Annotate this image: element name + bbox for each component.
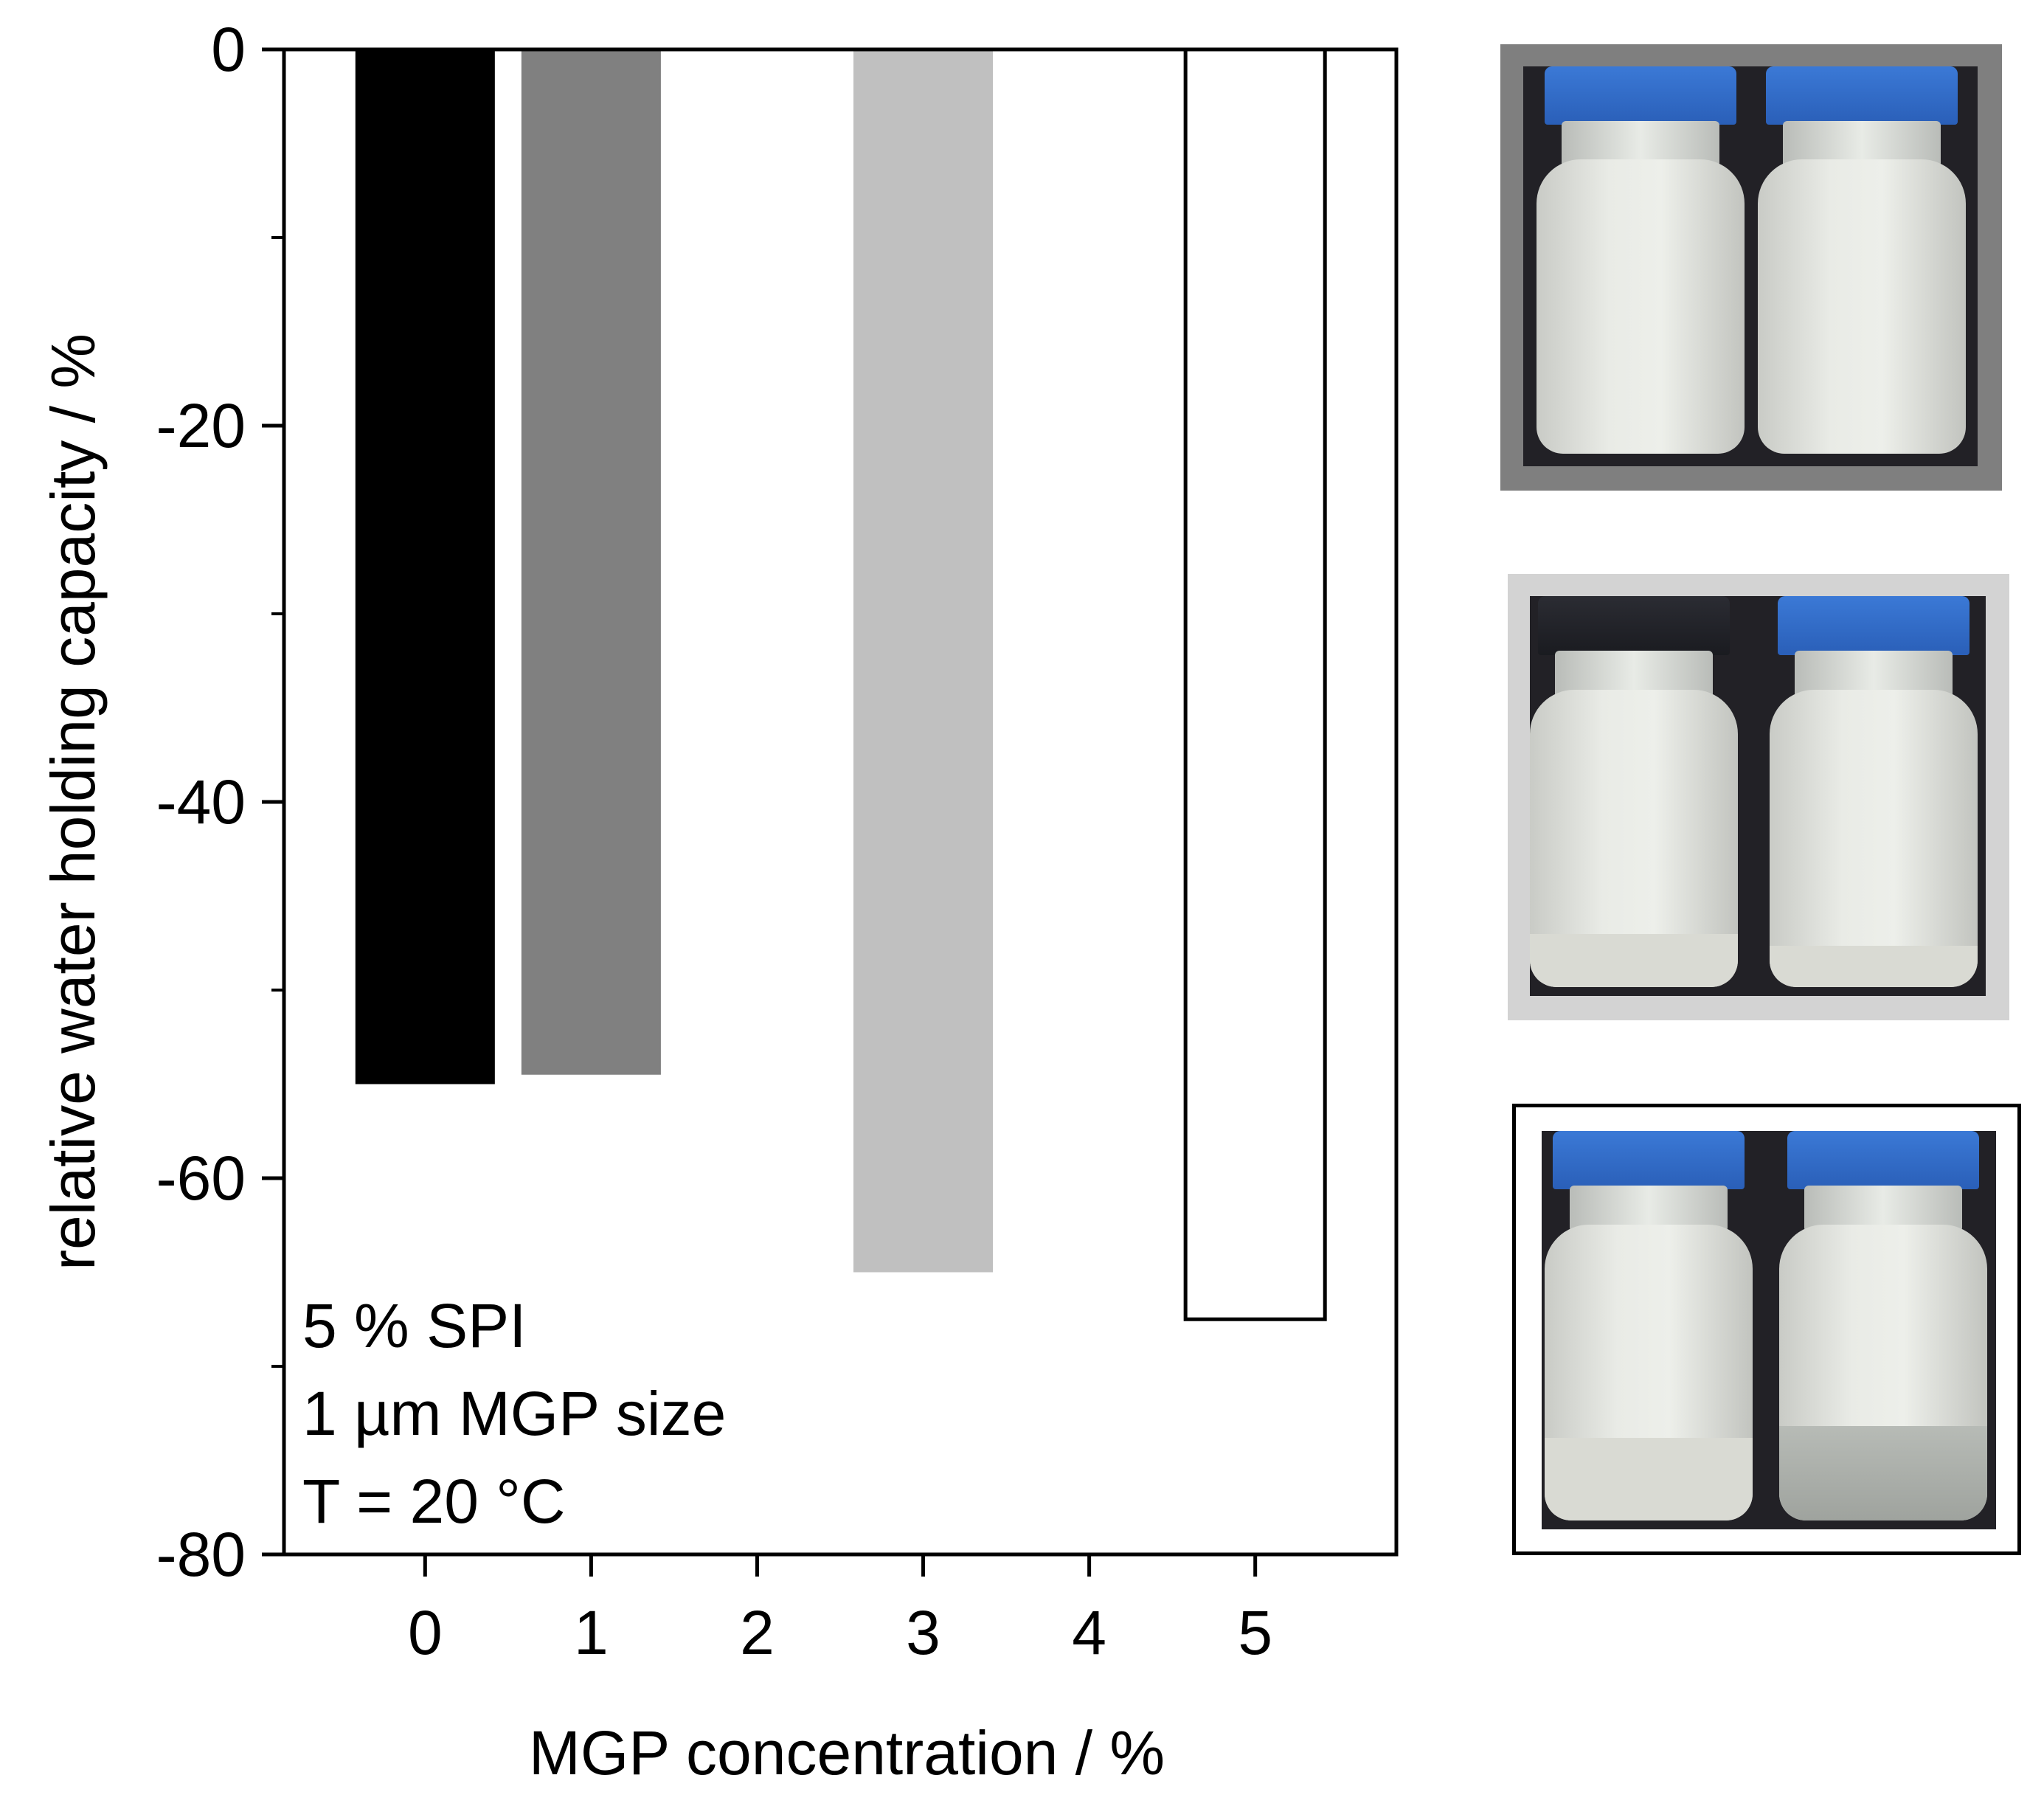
photo-panel-3 xyxy=(1512,1104,2021,1555)
jar-right xyxy=(1779,1131,1987,1520)
y-axis: 0 -20 -40 -60 -80 xyxy=(156,15,284,1589)
bar-3 xyxy=(853,49,994,1273)
y-tick-label: 0 xyxy=(211,15,246,84)
y-tick-label: -60 xyxy=(156,1144,246,1213)
x-tick-label: 1 xyxy=(574,1598,609,1667)
x-tick-label: 2 xyxy=(740,1598,775,1667)
jar-right xyxy=(1758,66,1966,454)
annotation-line-2: 1 µm MGP size xyxy=(302,1379,726,1448)
jar-left xyxy=(1545,1131,1753,1520)
bar-0 xyxy=(355,49,495,1084)
annotation-line-1: 5 % SPI xyxy=(302,1291,526,1360)
x-axis: 0 1 2 3 4 5 xyxy=(408,1554,1272,1667)
bars xyxy=(355,47,1327,1321)
bar-1 xyxy=(521,49,661,1075)
x-tick-label: 0 xyxy=(408,1598,443,1667)
jar-right xyxy=(1770,596,1978,987)
jar-left xyxy=(1537,66,1745,454)
x-axis-label: MGP concentration / % xyxy=(529,1718,1165,1788)
jar-photo-2 xyxy=(1530,596,1986,996)
jar-photo-3 xyxy=(1542,1131,1996,1529)
x-tick-label: 5 xyxy=(1238,1598,1272,1667)
photo-panel-2 xyxy=(1508,574,2009,1020)
y-tick-label: -20 xyxy=(156,391,246,460)
x-tick-label: 4 xyxy=(1072,1598,1106,1667)
jar-photo-1 xyxy=(1523,66,1978,466)
bar-5 xyxy=(1183,47,1327,1321)
y-tick-label: -40 xyxy=(156,767,246,837)
annotation-line-3: T = 20 °C xyxy=(302,1467,566,1536)
jar-left xyxy=(1530,596,1738,987)
y-axis-label: relative water holding capacity / % xyxy=(38,333,108,1270)
x-tick-label: 3 xyxy=(906,1598,940,1667)
y-tick-label: -80 xyxy=(156,1520,246,1589)
photo-panel-1 xyxy=(1500,44,2002,491)
